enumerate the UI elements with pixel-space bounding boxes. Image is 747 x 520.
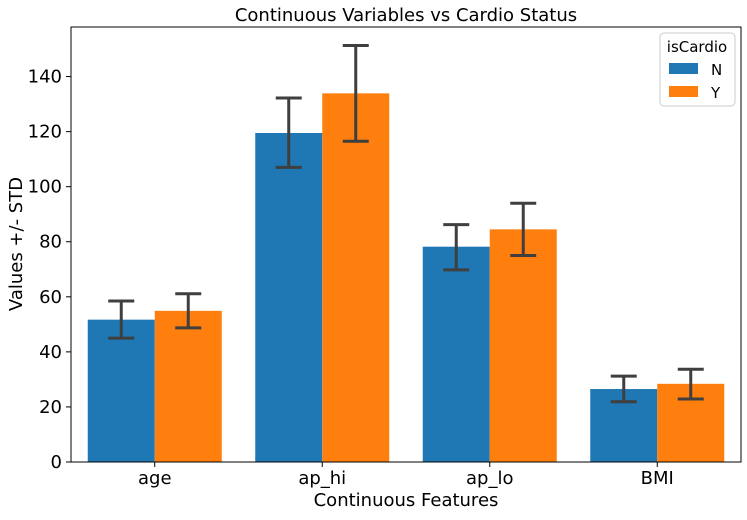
legend-swatch-n — [669, 63, 698, 74]
y-tick-label: 120 — [28, 122, 62, 143]
error-bar-age-Y — [175, 292, 202, 330]
error-bar-ap_lo-N — [443, 223, 470, 272]
bars-layer — [87, 93, 725, 463]
axes-layer: age ap_hi ap_lo BMI 0 20 40 60 80 100 120 140 — [28, 67, 674, 489]
bar-ap_hi-Y — [322, 93, 390, 463]
y-tick-label: 60 — [39, 287, 62, 308]
x-tick-label: BMI — [641, 468, 674, 489]
error-bar-ap_hi-Y — [342, 43, 369, 143]
error-bars-layer — [108, 43, 704, 404]
y-tick-label: 80 — [39, 232, 62, 253]
x-tick-label: ap_hi — [298, 468, 346, 489]
legend: isCardio N Y — [659, 32, 736, 107]
legend-label-y: Y — [710, 84, 721, 102]
y-tick-label: 100 — [28, 177, 62, 198]
y-axis-label: Values +/- STD — [6, 177, 27, 311]
bar-ap_hi-N — [255, 132, 323, 463]
bar-age-N — [87, 319, 155, 462]
error-bar-BMI-Y — [677, 367, 704, 401]
plot-frame — [70, 26, 742, 463]
bar-age-Y — [154, 310, 222, 462]
error-bar-age-N — [108, 299, 135, 340]
chart-title: Continuous Variables vs Cardio Status — [235, 5, 577, 26]
error-bar-BMI-N — [610, 374, 637, 404]
y-tick-label: 40 — [39, 342, 62, 363]
x-tick-label: age — [138, 468, 172, 489]
legend-swatch-y — [669, 86, 698, 97]
bar-ap_lo-N — [422, 246, 490, 462]
x-tick-label: ap_lo — [466, 468, 513, 489]
legend-title: isCardio — [667, 38, 727, 56]
y-tick-label: 0 — [51, 452, 62, 473]
y-tick-label: 140 — [28, 67, 62, 88]
x-axis-label: Continuous Features — [314, 490, 499, 511]
y-tick-label: 20 — [39, 397, 62, 418]
legend-label-n: N — [711, 61, 722, 79]
error-bar-ap_lo-Y — [510, 201, 537, 258]
bar-ap_lo-Y — [489, 229, 557, 462]
error-bar-ap_hi-N — [275, 96, 302, 169]
